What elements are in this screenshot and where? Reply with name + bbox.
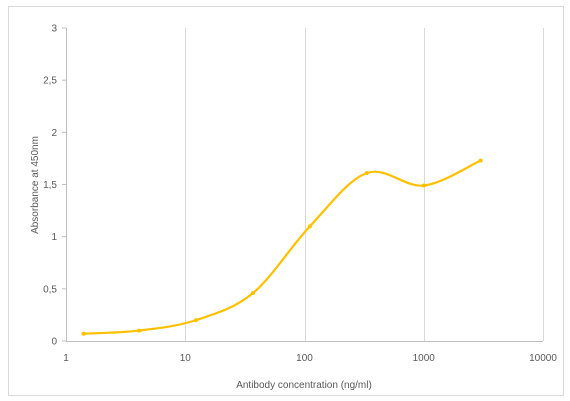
data-point	[193, 318, 198, 323]
x-tick-labels: 1 10 100 1000 10000	[63, 353, 557, 364]
y-tick-label: 2	[51, 128, 57, 139]
data-point	[251, 291, 256, 296]
series-layer	[81, 158, 483, 336]
y-tick-label: 0	[51, 337, 57, 348]
data-point	[478, 158, 483, 163]
y-tick-labels: 0 0,5 1 1,5 2 2,5 3	[43, 24, 57, 348]
y-tick-label: 1,5	[43, 180, 57, 191]
x-tick-label: 1	[63, 353, 69, 364]
axes	[62, 27, 543, 342]
series-line	[82, 159, 482, 335]
y-tick-label: 1	[51, 232, 57, 243]
y-axis-title: Absorbance at 450nm	[30, 136, 41, 234]
x-tick-label: 1000	[413, 353, 436, 364]
y-tick-label: 0,5	[43, 284, 57, 295]
y-tick-label: 2,5	[43, 76, 57, 87]
data-point	[364, 171, 369, 176]
x-tick-label: 10	[180, 353, 192, 364]
x-tick-label: 10000	[529, 353, 557, 364]
data-point	[421, 183, 426, 188]
y-tick-label: 3	[51, 24, 57, 35]
x-axis-title: Antibody concentration (ng/ml)	[236, 380, 372, 391]
data-point	[81, 331, 86, 336]
chart-frame	[8, 6, 564, 396]
x-tick-label: 100	[296, 353, 313, 364]
data-point	[137, 328, 142, 333]
gridlines	[66, 28, 544, 341]
data-point	[307, 224, 312, 229]
